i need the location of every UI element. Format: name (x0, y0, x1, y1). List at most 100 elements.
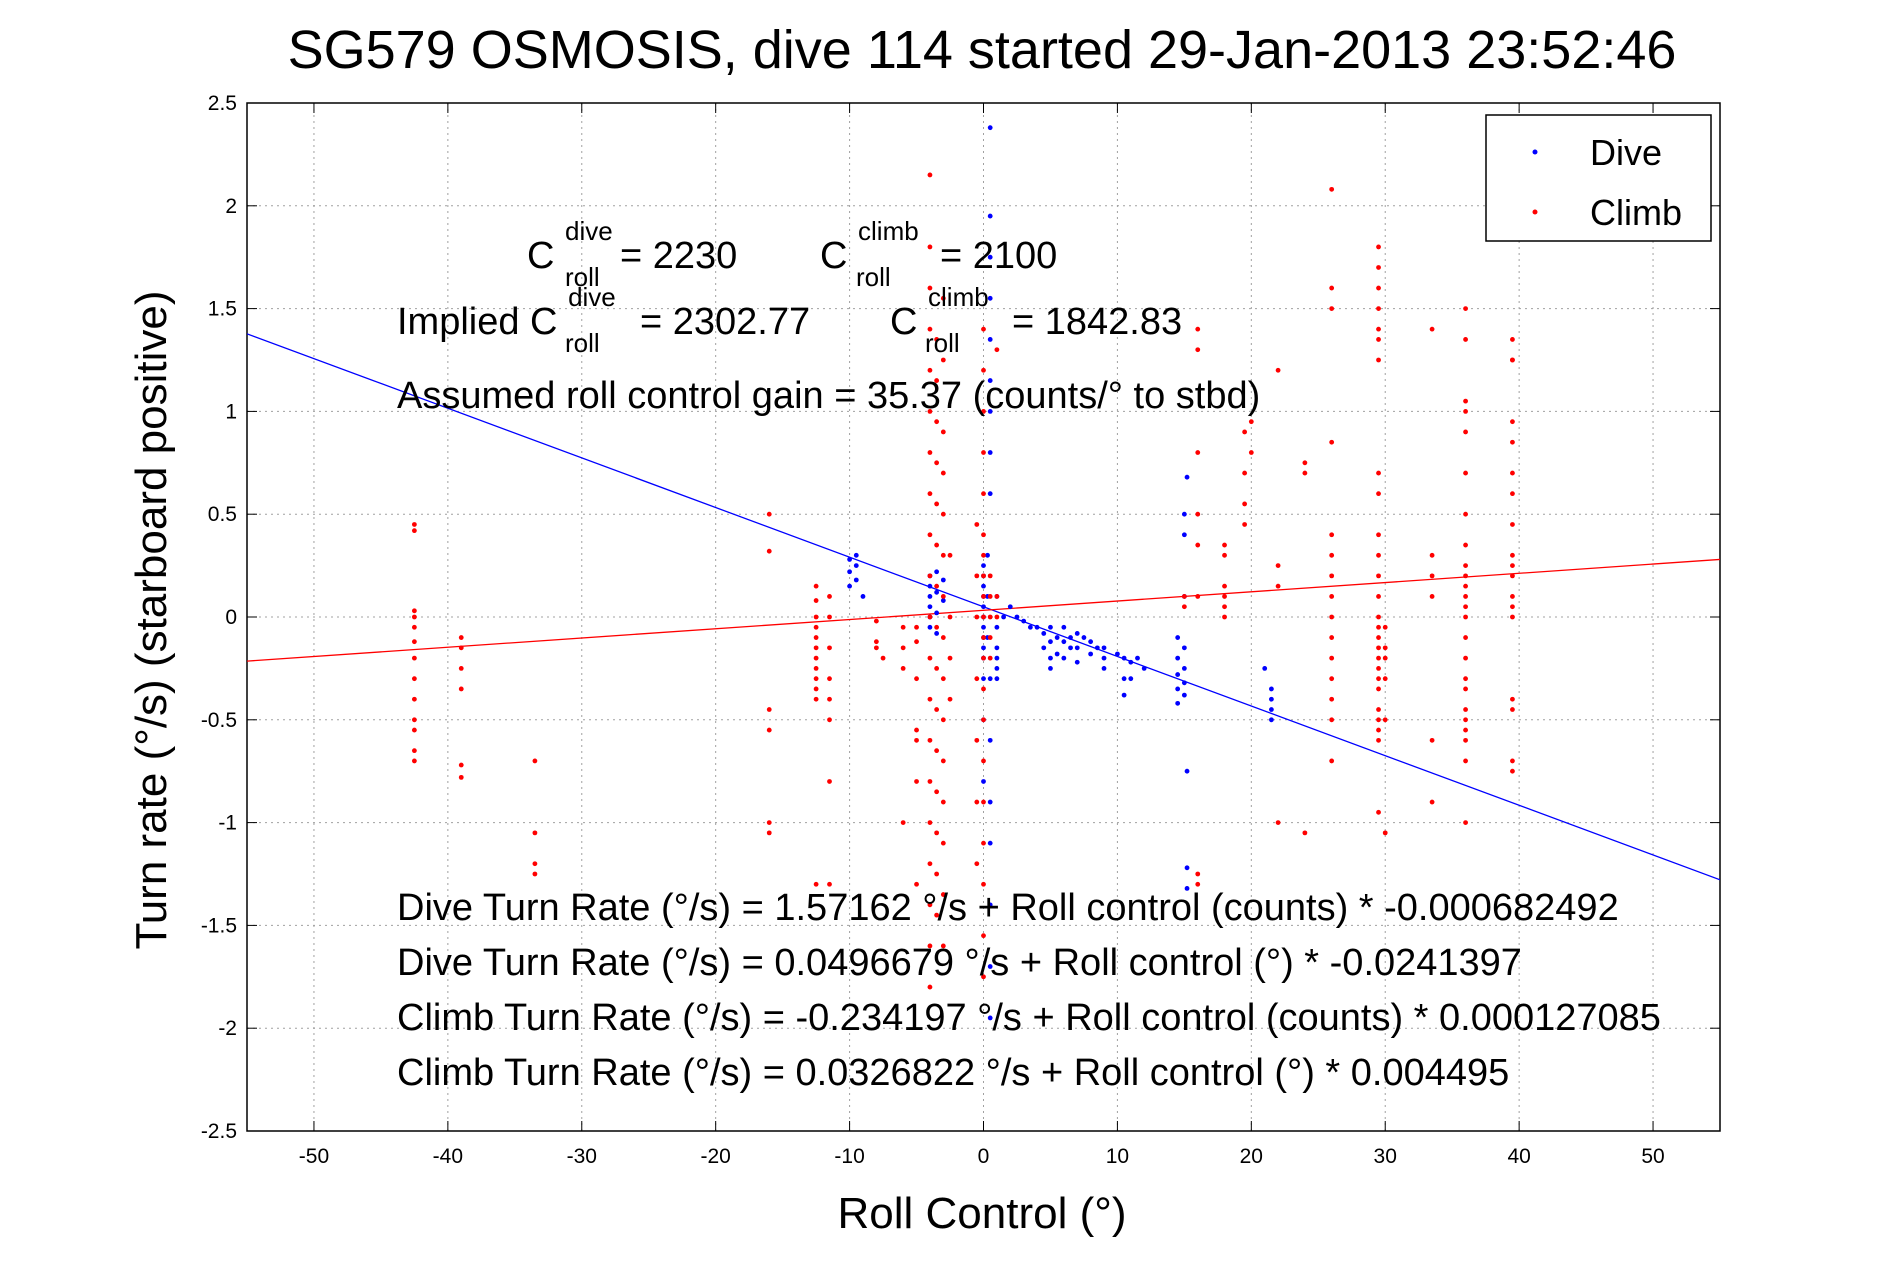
data-point (1376, 809, 1381, 815)
data-point (934, 583, 940, 589)
data-point (1329, 594, 1335, 599)
data-point (1463, 820, 1468, 825)
data-point (411, 608, 417, 614)
data-point (1510, 419, 1515, 425)
data-point (827, 645, 832, 651)
data-point (934, 589, 940, 595)
data-point (766, 511, 772, 517)
data-point (1510, 758, 1515, 764)
data-point (1181, 604, 1187, 610)
data-point (940, 758, 946, 764)
data-point (1222, 552, 1227, 558)
data-point (1181, 666, 1187, 671)
data-point (927, 326, 933, 332)
data-point (981, 799, 986, 805)
data-point (1184, 768, 1190, 774)
data-point (1463, 727, 1468, 733)
data-point (458, 645, 464, 651)
legend-marker-dive (1532, 149, 1538, 155)
data-point (827, 594, 832, 599)
data-point (1382, 830, 1388, 836)
implied-c-roll-climb: C climb roll = 1842.83 (890, 273, 1182, 361)
data-points (411, 125, 1515, 1021)
data-point (411, 748, 417, 754)
data-point (411, 717, 417, 723)
data-point (873, 618, 879, 624)
data-point (914, 881, 919, 887)
equation-dive-counts: Dive Turn Rate (°/s) = 1.57162 °/s + Rol… (397, 887, 1619, 929)
data-point (813, 598, 819, 603)
data-point (981, 552, 986, 558)
data-point (934, 871, 940, 877)
data-point (987, 254, 993, 260)
data-point (927, 594, 933, 599)
data-point (1195, 450, 1201, 455)
data-point (1121, 676, 1127, 682)
data-point (1121, 692, 1127, 698)
data-point (1101, 655, 1107, 661)
data-point (940, 594, 946, 599)
data-point (1510, 614, 1515, 620)
data-point (981, 326, 986, 332)
data-point (1463, 429, 1468, 435)
legend-label-climb: Climb (1590, 192, 1682, 233)
fit-line (247, 558, 1720, 662)
data-point (1329, 635, 1335, 640)
data-point (1429, 737, 1435, 743)
data-point (981, 594, 986, 599)
data-point (927, 655, 933, 661)
data-point (411, 624, 417, 630)
data-point (1376, 244, 1381, 250)
data-point (981, 491, 986, 497)
data-point (1269, 686, 1274, 692)
x-tick-label: -50 (299, 1145, 329, 1168)
data-point (1376, 727, 1381, 733)
data-point (458, 686, 464, 692)
data-point (940, 429, 946, 435)
data-point (411, 676, 417, 682)
data-point (934, 569, 940, 575)
x-axis-label: Roll Control (°) (838, 1189, 1127, 1238)
data-point (411, 655, 417, 661)
data-point (981, 758, 986, 764)
data-point (1510, 491, 1515, 497)
data-point (987, 573, 993, 579)
data-point (1329, 676, 1335, 682)
data-point (927, 779, 933, 784)
data-point (1463, 614, 1468, 620)
data-point (940, 598, 946, 603)
data-point (1463, 470, 1468, 476)
data-point (927, 491, 933, 497)
data-point (927, 604, 933, 610)
data-point (1048, 624, 1053, 630)
data-point (1429, 573, 1435, 579)
data-point (1463, 655, 1468, 661)
data-point (1195, 881, 1201, 887)
data-point (1510, 439, 1515, 445)
data-point (873, 645, 879, 651)
data-point (1181, 532, 1187, 538)
data-point (981, 676, 986, 682)
data-point (847, 557, 852, 562)
data-point (987, 213, 993, 219)
data-point (914, 779, 919, 784)
data-point (458, 762, 464, 768)
data-point (1061, 639, 1067, 645)
data-point (940, 552, 946, 558)
data-point (1248, 419, 1254, 425)
data-point (934, 460, 940, 466)
equation-climb-counts: Climb Turn Rate (°/s) = -0.234197 °/s + … (397, 997, 1661, 1039)
data-point (1222, 583, 1227, 589)
data-point (1376, 326, 1381, 332)
data-point (1376, 707, 1381, 712)
data-point (1376, 552, 1381, 558)
data-point (1007, 604, 1013, 610)
data-point (813, 666, 819, 671)
data-point (927, 861, 933, 867)
data-point (766, 820, 772, 825)
data-point (940, 676, 946, 682)
data-point (1262, 666, 1268, 671)
data-point (853, 577, 859, 583)
data-point (934, 419, 940, 425)
